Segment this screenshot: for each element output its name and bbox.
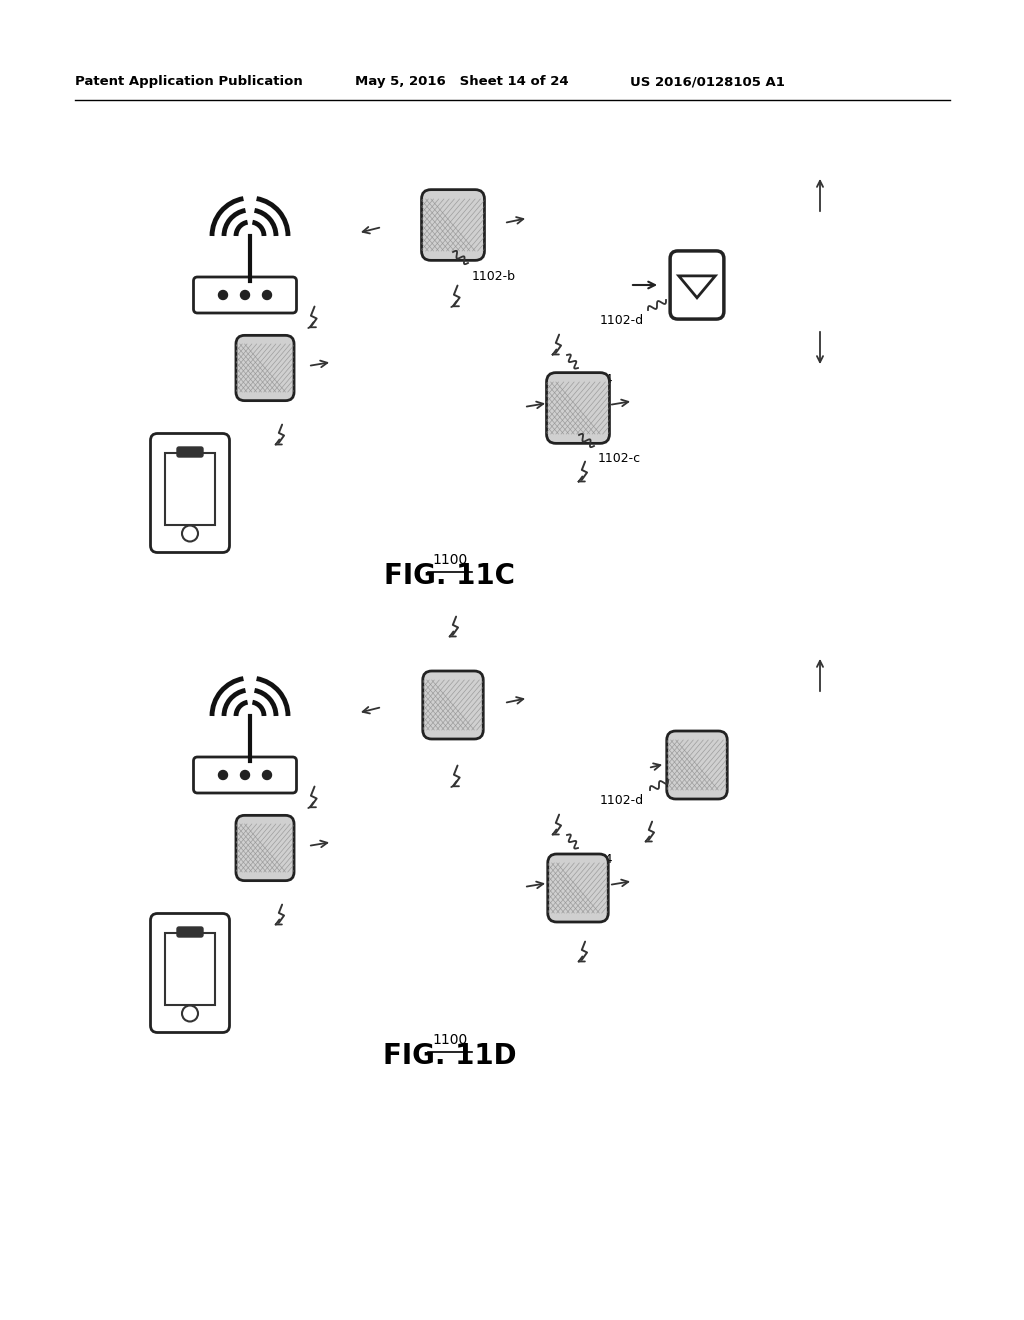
Circle shape [262,771,271,780]
FancyBboxPatch shape [177,447,203,457]
FancyBboxPatch shape [236,335,294,401]
Text: FIG. 11C: FIG. 11C [384,562,515,590]
Text: Patent Application Publication: Patent Application Publication [75,75,303,88]
FancyBboxPatch shape [165,933,215,1005]
FancyBboxPatch shape [422,190,484,260]
FancyBboxPatch shape [194,277,297,313]
FancyBboxPatch shape [423,671,483,739]
Text: 1100: 1100 [432,1034,468,1047]
Circle shape [182,525,198,541]
Circle shape [218,771,227,780]
Circle shape [241,290,250,300]
Text: US 2016/0128105 A1: US 2016/0128105 A1 [630,75,784,88]
Text: 1102-d: 1102-d [600,314,644,327]
FancyBboxPatch shape [548,854,608,921]
Text: 1102-c: 1102-c [598,451,641,465]
FancyBboxPatch shape [547,372,609,444]
FancyBboxPatch shape [194,756,297,793]
Text: FIG. 11D: FIG. 11D [383,1041,517,1071]
Text: 1102-d: 1102-d [600,795,644,807]
Circle shape [182,1006,198,1022]
Circle shape [218,290,227,300]
Text: 1114: 1114 [582,853,613,866]
FancyBboxPatch shape [165,453,215,525]
FancyBboxPatch shape [670,251,724,319]
FancyBboxPatch shape [236,816,294,880]
Circle shape [241,771,250,780]
FancyBboxPatch shape [151,433,229,553]
Text: May 5, 2016   Sheet 14 of 24: May 5, 2016 Sheet 14 of 24 [355,75,568,88]
Text: 1114: 1114 [582,374,613,385]
FancyBboxPatch shape [151,913,229,1032]
Text: 1102-b: 1102-b [472,271,516,282]
FancyBboxPatch shape [667,731,727,799]
Circle shape [262,290,271,300]
FancyBboxPatch shape [177,927,203,937]
Text: 1100: 1100 [432,553,468,568]
